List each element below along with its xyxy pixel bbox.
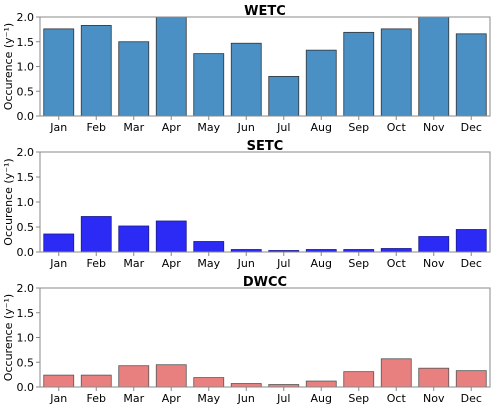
bar-jan bbox=[43, 374, 75, 388]
x-tick-label: Jan bbox=[49, 257, 67, 270]
bar-jun bbox=[230, 42, 262, 117]
bar-jun bbox=[230, 383, 262, 388]
x-tick-label: Oct bbox=[387, 121, 407, 134]
bar-dec bbox=[455, 229, 487, 253]
bar-feb bbox=[80, 216, 112, 253]
y-tick-label: 1.5 bbox=[17, 36, 35, 49]
bar-aug bbox=[305, 380, 337, 388]
x-tick-label: Sep bbox=[348, 392, 369, 405]
bar-oct bbox=[380, 248, 412, 253]
x-tick-label: Jul bbox=[276, 392, 290, 405]
x-tick-label: Mar bbox=[123, 392, 144, 405]
bar-nov bbox=[418, 367, 450, 388]
x-tick-label: Nov bbox=[423, 121, 445, 134]
bar-oct bbox=[380, 358, 412, 388]
bar-jan bbox=[43, 233, 75, 253]
y-tick-label: 0.0 bbox=[17, 110, 35, 123]
x-tick-label: Apr bbox=[162, 121, 182, 134]
bar-mar bbox=[118, 41, 150, 117]
x-tick-label: Nov bbox=[423, 392, 445, 405]
y-tick-label: 2.0 bbox=[17, 282, 35, 295]
y-axis-label: Occurence (y⁻¹) bbox=[2, 158, 15, 245]
y-tick-label: 0.5 bbox=[17, 221, 35, 234]
x-tick-label: Apr bbox=[162, 257, 182, 270]
x-tick-label: Mar bbox=[123, 121, 144, 134]
x-tick-label: Dec bbox=[461, 121, 482, 134]
bar-jul bbox=[268, 76, 300, 117]
axes-frame bbox=[39, 151, 491, 253]
bar-dec bbox=[455, 33, 487, 117]
bar-mar bbox=[118, 225, 150, 253]
bar-jan bbox=[43, 28, 75, 117]
y-tick-label: 0.0 bbox=[17, 381, 35, 394]
x-tick-label: Jan bbox=[49, 121, 67, 134]
x-tick-label: Aug bbox=[311, 121, 332, 134]
x-tick-label: May bbox=[197, 392, 220, 405]
bar-nov bbox=[418, 236, 450, 253]
axes-frame bbox=[39, 287, 491, 388]
x-tick-label: Aug bbox=[311, 257, 332, 270]
x-tick-label: Oct bbox=[387, 392, 407, 405]
x-tick-label: Jan bbox=[49, 392, 67, 405]
y-tick-label: 1.5 bbox=[17, 307, 35, 320]
bar-aug bbox=[305, 49, 337, 117]
x-tick-label: Feb bbox=[87, 121, 106, 134]
bar-apr bbox=[155, 364, 187, 388]
axes-frame bbox=[39, 16, 491, 117]
x-tick-label: Dec bbox=[461, 257, 482, 270]
bar-may bbox=[193, 377, 225, 388]
bar-sep bbox=[343, 31, 375, 117]
y-tick-label: 0.5 bbox=[17, 356, 35, 369]
chart-panel-setc: SETC Occurence (y⁻¹)0.0 0.5 1.0 1.5 2.0 Jan Feb… bbox=[2, 139, 491, 270]
x-tick-label: Aug bbox=[311, 392, 332, 405]
y-tick-label: 1.0 bbox=[17, 196, 35, 209]
y-tick-label: 2.0 bbox=[17, 146, 35, 159]
y-tick-label: 1.5 bbox=[17, 171, 35, 184]
x-tick-label: Nov bbox=[423, 257, 445, 270]
y-tick-label: 0.5 bbox=[17, 85, 35, 98]
bar-oct bbox=[380, 28, 412, 117]
chart-title: WETC bbox=[244, 4, 286, 19]
x-tick-label: May bbox=[197, 257, 220, 270]
bar-may bbox=[193, 241, 225, 253]
x-tick-label: Jun bbox=[237, 392, 255, 405]
x-tick-label: Jun bbox=[237, 257, 255, 270]
bar-apr bbox=[155, 16, 187, 117]
x-tick-label: Mar bbox=[123, 257, 144, 270]
bar-nov bbox=[418, 16, 450, 117]
y-axis-label: Occurence (y⁻¹) bbox=[2, 23, 15, 110]
x-tick-label: Dec bbox=[461, 392, 482, 405]
x-tick-label: Feb bbox=[87, 257, 106, 270]
bar-feb bbox=[80, 25, 112, 117]
x-tick-label: Sep bbox=[348, 121, 369, 134]
bar-feb bbox=[80, 374, 112, 388]
bar-apr bbox=[155, 220, 187, 253]
bar-dec bbox=[455, 370, 487, 388]
x-tick-label: Feb bbox=[87, 392, 106, 405]
bar-sep bbox=[343, 371, 375, 388]
y-tick-label: 0.0 bbox=[17, 246, 35, 259]
y-tick-label: 1.0 bbox=[17, 61, 35, 74]
x-tick-label: Oct bbox=[387, 257, 407, 270]
x-tick-label: Sep bbox=[348, 257, 369, 270]
bar-may bbox=[193, 53, 225, 117]
y-tick-label: 1.0 bbox=[17, 332, 35, 345]
x-tick-label: May bbox=[197, 121, 220, 134]
bar-mar bbox=[118, 365, 150, 388]
y-tick-label: 2.0 bbox=[17, 11, 35, 24]
chart-title: SETC bbox=[247, 139, 284, 154]
chart-panel-wetc: WETC Occurence (y⁻¹)0.0 0.5 1.0 1.5 2.0 Jan Feb… bbox=[2, 4, 491, 134]
y-axis-label: Occurence (y⁻¹) bbox=[2, 294, 15, 381]
x-tick-label: Jul bbox=[276, 257, 290, 270]
chart-panel-dwcc: DWCC Occurence (y⁻¹)0.0 0.5 1.0 1.5 2.0 Jan Feb… bbox=[2, 275, 491, 405]
chart-title: DWCC bbox=[243, 275, 287, 290]
x-tick-label: Jul bbox=[276, 121, 290, 134]
x-tick-label: Jun bbox=[237, 121, 255, 134]
x-tick-label: Apr bbox=[162, 392, 182, 405]
